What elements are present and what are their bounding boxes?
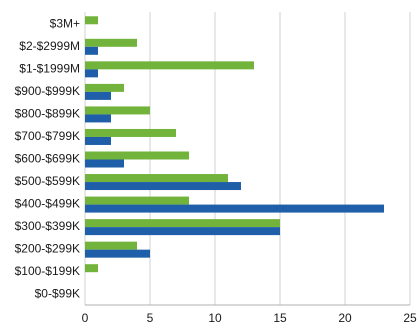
y-tick-label-0: $3M+ [50, 16, 80, 30]
x-tick-label-5: 5 [147, 311, 154, 325]
x-tick-label-25: 25 [403, 311, 417, 325]
y-tick-label-10: $200-$299K [15, 242, 80, 256]
bar-1-3 [85, 83, 124, 92]
bar-2-6 [85, 159, 124, 168]
bar-1-9 [85, 219, 280, 228]
y-tick-label-4: $800-$899K [15, 106, 80, 120]
bar-1-11 [85, 264, 98, 273]
bar-1-8 [85, 196, 189, 205]
y-axis-labels: $3M+ $2-$2999M $1-$1999M $900-$999K $800-$89… [15, 16, 80, 300]
x-tick-label-10: 10 [208, 311, 222, 325]
y-tick-label-5: $700-$799K [15, 129, 80, 143]
y-tick-label-12: $0-$99K [35, 287, 80, 301]
bars [85, 16, 384, 273]
bar-2-5 [85, 136, 111, 145]
grid-lines [84, 12, 411, 306]
y-tick-label-9: $300-$399K [15, 219, 80, 233]
bar-1-10 [85, 241, 137, 250]
bar-2-4 [85, 114, 111, 123]
bar-1-1 [85, 38, 137, 47]
bar-1-0 [85, 16, 98, 25]
y-tick-label-11: $100-$199K [15, 264, 80, 278]
x-tick-label-0: 0 [82, 311, 89, 325]
bar-1-2 [85, 61, 254, 70]
y-tick-label-2: $1-$1999M [19, 61, 80, 75]
bar-2-9 [85, 227, 280, 236]
bar-1-5 [85, 128, 176, 137]
bar-2-7 [85, 182, 241, 191]
x-axis-labels: 0 5 10 15 20 25 [82, 311, 417, 325]
bar-2-1 [85, 46, 98, 55]
x-tick-label-15: 15 [273, 311, 287, 325]
bar-1-6 [85, 151, 189, 160]
y-tick-label-8: $400-$499K [15, 197, 80, 211]
y-tick-label-6: $600-$699K [15, 152, 80, 166]
bar-1-4 [85, 106, 150, 115]
bar-2-3 [85, 91, 111, 100]
bar-2-2 [85, 69, 98, 78]
bar-2-10 [85, 249, 150, 258]
y-tick-label-3: $900-$999K [15, 84, 80, 98]
y-tick-label-1: $2-$2999M [19, 39, 80, 53]
y-tick-label-7: $500-$599K [15, 174, 80, 188]
x-tick-label-20: 20 [338, 311, 352, 325]
bar-1-7 [85, 174, 228, 183]
bar-2-8 [85, 204, 384, 213]
